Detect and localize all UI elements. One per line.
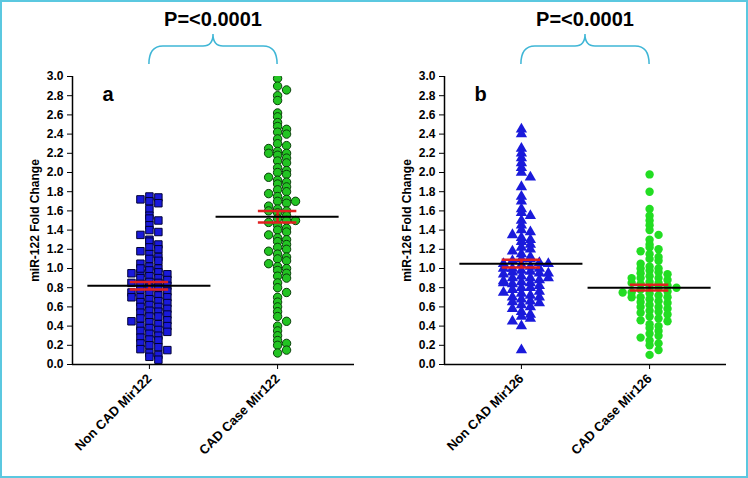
svg-text:1.8: 1.8 <box>47 185 64 199</box>
svg-text:a: a <box>103 83 115 105</box>
svg-text:2.6: 2.6 <box>419 108 436 122</box>
svg-text:1.8: 1.8 <box>419 185 436 199</box>
svg-text:1.0: 1.0 <box>47 261 64 275</box>
svg-text:3.0: 3.0 <box>47 69 64 83</box>
svg-text:0.4: 0.4 <box>419 319 436 333</box>
svg-text:miR-122 Fold Change: miR-122 Fold Change <box>28 159 42 282</box>
svg-text:P=<0.0001: P=<0.0001 <box>164 8 262 30</box>
svg-text:3.0: 3.0 <box>419 69 436 83</box>
svg-text:2.0: 2.0 <box>47 165 64 179</box>
svg-text:Non CAD Mir126: Non CAD Mir126 <box>444 371 527 454</box>
svg-text:Non CAD Mir122: Non CAD Mir122 <box>72 371 155 454</box>
svg-text:0.8: 0.8 <box>419 281 436 295</box>
svg-text:0.0: 0.0 <box>47 357 64 371</box>
svg-text:1.2: 1.2 <box>47 242 64 256</box>
svg-text:2.4: 2.4 <box>47 127 64 141</box>
svg-text:2.0: 2.0 <box>419 165 436 179</box>
svg-text:CAD Case Mir122: CAD Case Mir122 <box>196 371 283 458</box>
svg-text:2.6: 2.6 <box>47 108 64 122</box>
svg-text:1.6: 1.6 <box>419 204 436 218</box>
svg-text:0.6: 0.6 <box>419 300 436 314</box>
svg-text:2.8: 2.8 <box>47 89 64 103</box>
svg-text:0.2: 0.2 <box>419 338 436 352</box>
svg-text:2.8: 2.8 <box>419 89 436 103</box>
svg-text:2.2: 2.2 <box>47 146 64 160</box>
svg-text:1.2: 1.2 <box>419 242 436 256</box>
svg-text:1.6: 1.6 <box>47 204 64 218</box>
svg-text:1.4: 1.4 <box>419 223 436 237</box>
svg-text:0.0: 0.0 <box>419 357 436 371</box>
svg-text:2.4: 2.4 <box>419 127 436 141</box>
svg-text:1.4: 1.4 <box>47 223 64 237</box>
svg-text:P=<0.0001: P=<0.0001 <box>536 8 634 30</box>
svg-text:miR-126 Fold Change: miR-126 Fold Change <box>400 159 414 282</box>
svg-text:0.8: 0.8 <box>47 281 64 295</box>
svg-text:b: b <box>475 83 487 105</box>
svg-text:0.6: 0.6 <box>47 300 64 314</box>
svg-text:0.4: 0.4 <box>47 319 64 333</box>
svg-text:CAD Case Mir126: CAD Case Mir126 <box>568 371 655 458</box>
svg-text:2.2: 2.2 <box>419 146 436 160</box>
svg-text:0.2: 0.2 <box>47 338 64 352</box>
svg-text:1.0: 1.0 <box>419 261 436 275</box>
